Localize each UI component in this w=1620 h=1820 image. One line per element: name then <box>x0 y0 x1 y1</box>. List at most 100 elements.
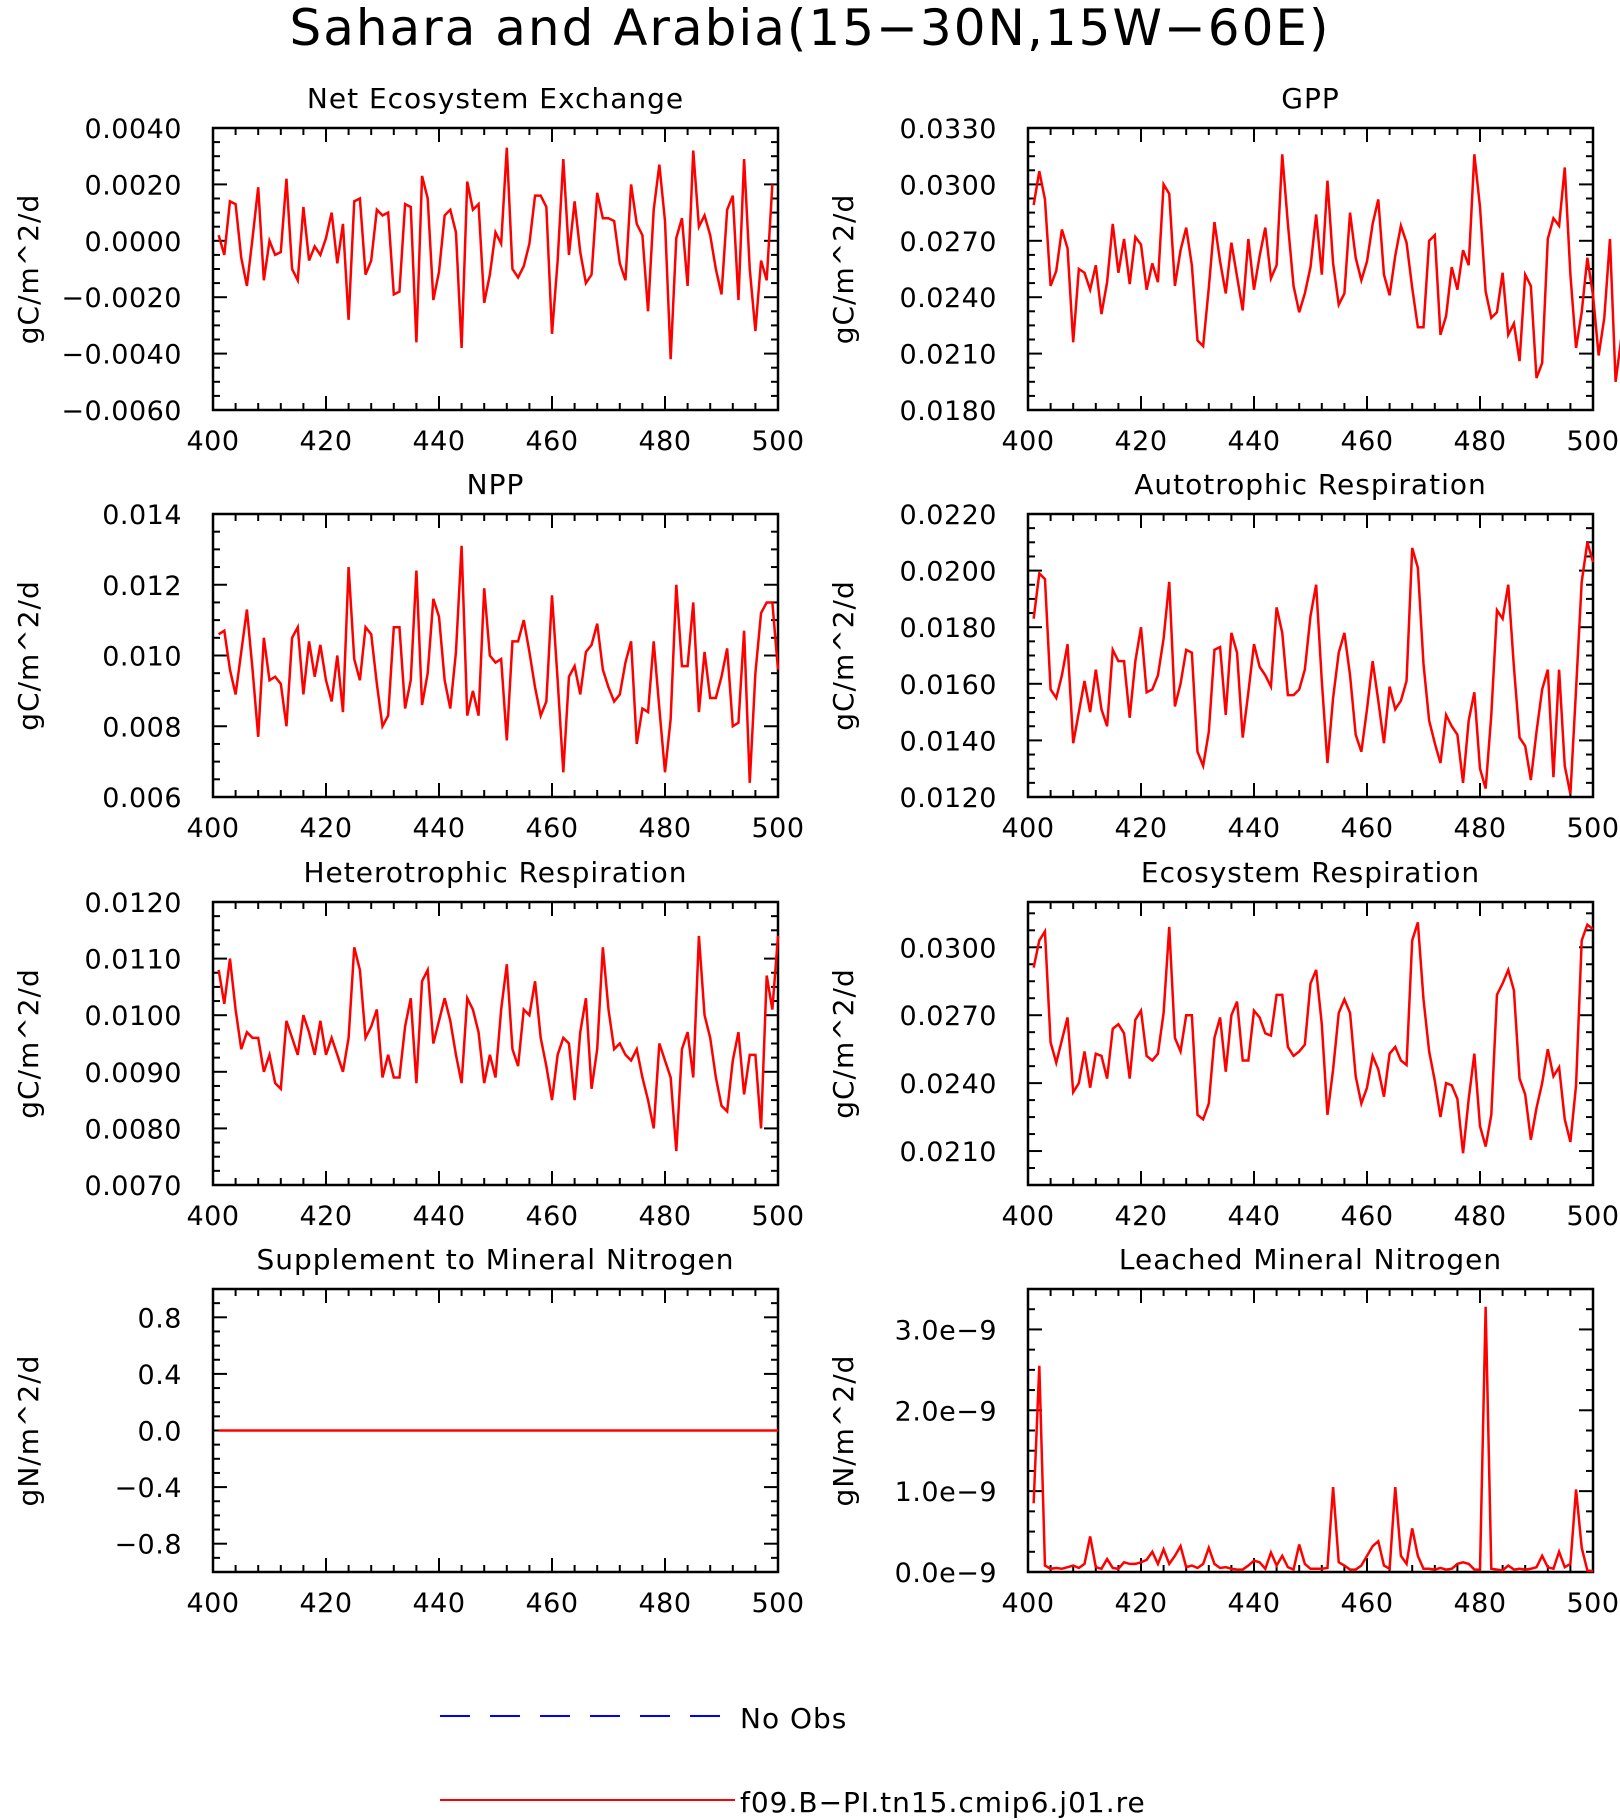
y-tick-label: 0.0120 <box>900 783 997 814</box>
x-tick-label: 420 <box>299 426 352 457</box>
x-tick-label: 460 <box>525 1588 578 1619</box>
x-tick-label: 420 <box>1114 1588 1167 1619</box>
x-tick-label: 400 <box>186 1588 239 1619</box>
y-tick-label: 0.0240 <box>900 283 997 314</box>
panel-6: Supplement to Mineral Nitrogen gN/m^2/d 40… <box>12 1243 804 1619</box>
x-tick-label: 400 <box>186 1201 239 1232</box>
y-tick-label: −0.8 <box>114 1530 182 1561</box>
y-tick-label: 0.0180 <box>900 396 997 427</box>
x-tick-label: 420 <box>1114 1201 1167 1232</box>
y-tick-label: 0.0220 <box>900 500 997 531</box>
x-tick-label: 440 <box>412 426 465 457</box>
panel-5: Ecosystem Respiration gC/m^2/d 400 420 440 46… <box>827 856 1619 1232</box>
x-tick-label: 420 <box>299 1588 352 1619</box>
x-tick-label: 460 <box>525 813 578 844</box>
x-tick-label: 500 <box>1566 813 1619 844</box>
legend-model-label: f09.B−PI.tn15.cmip6.j01.re <box>740 1786 1146 1819</box>
panel-7: Leached Mineral Nitrogen gN/m^2/d 400 420 44… <box>827 1243 1619 1619</box>
panel-title: Heterotrophic Respiration <box>304 856 688 889</box>
x-tick-label: 420 <box>299 1201 352 1232</box>
panel-title: Net Ecosystem Exchange <box>307 82 684 115</box>
y-tick-label: 0.0070 <box>85 1171 182 1202</box>
x-tick-label: 480 <box>638 426 691 457</box>
y-tick-label: 0.012 <box>102 571 182 602</box>
x-tick-label: 420 <box>299 813 352 844</box>
x-tick-label: 500 <box>751 426 804 457</box>
y-tick-label: 0.0160 <box>900 670 997 701</box>
figure-title: Sahara and Arabia(15−30N,15W−60E) <box>289 0 1330 57</box>
y-tick-label: 3.0e−9 <box>895 1315 997 1346</box>
y-tick-label: 0.0270 <box>900 227 997 258</box>
y-tick-label: 0.0140 <box>900 726 997 757</box>
y-tick-label: 0.0080 <box>85 1114 182 1145</box>
y-tick-label: 0.0020 <box>85 170 182 201</box>
y-tick-label: 1.0e−9 <box>895 1477 997 1508</box>
y-tick-label: −0.0020 <box>61 283 182 314</box>
x-tick-label: 440 <box>412 1201 465 1232</box>
panel-title: GPP <box>1281 82 1339 115</box>
x-tick-label: 480 <box>1453 1588 1506 1619</box>
y-tick-label: 0.0040 <box>85 114 182 145</box>
x-tick-label: 440 <box>1227 1201 1280 1232</box>
x-tick-label: 460 <box>1340 1201 1393 1232</box>
y-tick-label: 0.0200 <box>900 557 997 588</box>
series-line <box>217 147 774 360</box>
x-tick-label: 480 <box>638 1588 691 1619</box>
y-tick-label: 0.0110 <box>85 945 182 976</box>
x-tick-label: 500 <box>751 813 804 844</box>
y-tick-label: 0.0 <box>138 1417 182 1448</box>
x-tick-label: 400 <box>1001 1201 1054 1232</box>
x-tick-label: 420 <box>1114 426 1167 457</box>
x-tick-label: 440 <box>1227 813 1280 844</box>
panel-title: Leached Mineral Nitrogen <box>1119 1243 1502 1276</box>
series-line <box>1032 541 1595 795</box>
x-tick-label: 480 <box>1453 426 1506 457</box>
series-line <box>1032 1306 1594 1573</box>
y-axis-label: gC/m^2/d <box>12 968 45 1119</box>
series-line <box>217 545 780 783</box>
panel-1: GPP gC/m^2/d 400 420 440 460 480 500 0.0180 0.021… <box>827 82 1620 457</box>
y-tick-label: 0.0090 <box>85 1058 182 1089</box>
y-tick-label: −0.0040 <box>61 340 182 371</box>
y-axis-label: gC/m^2/d <box>12 194 45 345</box>
y-tick-label: 0.4 <box>138 1360 182 1391</box>
x-tick-label: 440 <box>412 813 465 844</box>
x-tick-label: 480 <box>1453 813 1506 844</box>
x-tick-label: 400 <box>186 813 239 844</box>
x-tick-label: 460 <box>1340 1588 1393 1619</box>
x-tick-label: 440 <box>412 1588 465 1619</box>
y-tick-label: 0.0270 <box>900 1001 997 1032</box>
x-tick-label: 400 <box>1001 813 1054 844</box>
panel-2: NPP gC/m^2/d 400 420 440 460 480 500 0.006 0.008 0… <box>12 468 804 844</box>
x-tick-label: 460 <box>525 1201 578 1232</box>
panel-grid: Net Ecosystem Exchange gC/m^2/d 400 420 440 4… <box>12 82 1620 1619</box>
x-tick-label: 440 <box>1227 1588 1280 1619</box>
y-tick-label: 0.0180 <box>900 613 997 644</box>
panel-4: Heterotrophic Respiration gC/m^2/d 400 420 4… <box>12 856 804 1232</box>
x-tick-label: 480 <box>638 1201 691 1232</box>
series-line <box>1032 154 1620 382</box>
plot-frame <box>1026 1287 1595 1574</box>
x-tick-label: 480 <box>1453 1201 1506 1232</box>
x-tick-label: 480 <box>638 813 691 844</box>
plot-frame <box>211 900 780 1187</box>
y-axis-label: gC/m^2/d <box>12 580 45 731</box>
y-tick-label: 0.0000 <box>85 227 182 258</box>
y-tick-label: 0.0300 <box>900 933 997 964</box>
y-tick-label: 2.0e−9 <box>895 1396 997 1427</box>
x-tick-label: 500 <box>751 1588 804 1619</box>
x-tick-label: 460 <box>1340 813 1393 844</box>
panel-title: Ecosystem Respiration <box>1141 856 1480 889</box>
y-tick-label: −0.0060 <box>61 396 182 427</box>
x-tick-label: 420 <box>1114 813 1167 844</box>
y-tick-label: 0.008 <box>102 712 182 743</box>
legend-no-obs-label: No Obs <box>740 1702 847 1735</box>
y-tick-label: 0.0120 <box>85 888 182 919</box>
y-tick-label: 0.0100 <box>85 1001 182 1032</box>
plot-frame <box>211 512 780 799</box>
y-axis-label: gC/m^2/d <box>827 194 860 345</box>
x-tick-label: 440 <box>1227 426 1280 457</box>
panel-title: Supplement to Mineral Nitrogen <box>257 1243 735 1276</box>
y-tick-label: 0.0e−9 <box>895 1558 997 1589</box>
